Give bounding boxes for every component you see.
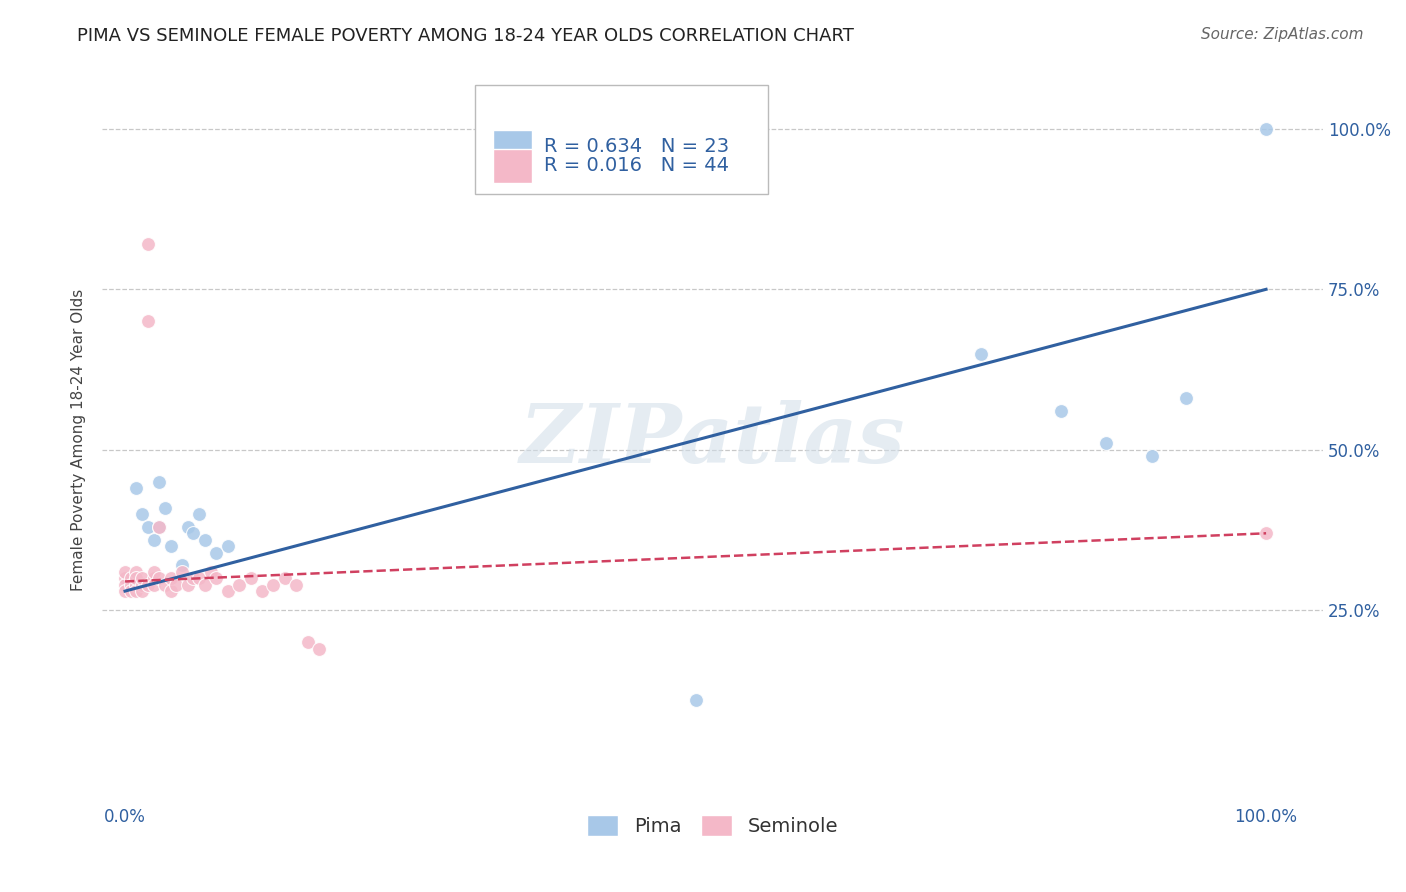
Point bbox=[1140, 449, 1163, 463]
Point bbox=[250, 584, 273, 599]
Point bbox=[114, 577, 136, 591]
Point bbox=[125, 577, 148, 591]
Point bbox=[177, 520, 200, 534]
Point bbox=[148, 520, 170, 534]
Point bbox=[200, 565, 222, 579]
Point bbox=[120, 571, 142, 585]
Text: ZIPatlas: ZIPatlas bbox=[520, 401, 905, 480]
Point bbox=[1254, 526, 1277, 541]
Point bbox=[142, 571, 165, 585]
Point bbox=[262, 577, 284, 591]
Point bbox=[142, 577, 165, 591]
Point bbox=[136, 314, 159, 328]
Point bbox=[159, 571, 181, 585]
Point bbox=[285, 577, 308, 591]
Point bbox=[153, 500, 176, 515]
Point bbox=[1049, 404, 1071, 418]
Point bbox=[125, 481, 148, 495]
Point bbox=[217, 539, 239, 553]
Legend: Pima, Seminole: Pima, Seminole bbox=[579, 807, 846, 844]
Point bbox=[194, 577, 217, 591]
Point bbox=[125, 565, 148, 579]
Point bbox=[194, 533, 217, 547]
Point bbox=[131, 577, 153, 591]
Point bbox=[970, 346, 993, 360]
Point bbox=[1254, 121, 1277, 136]
FancyBboxPatch shape bbox=[475, 85, 768, 194]
Point bbox=[125, 584, 148, 599]
Point bbox=[205, 571, 228, 585]
Point bbox=[131, 571, 153, 585]
Point bbox=[148, 520, 170, 534]
Point bbox=[188, 507, 211, 521]
Point bbox=[120, 577, 142, 591]
Point bbox=[120, 584, 142, 599]
Point bbox=[205, 545, 228, 559]
Point bbox=[177, 577, 200, 591]
Point bbox=[148, 475, 170, 489]
Point bbox=[297, 635, 319, 649]
Point bbox=[159, 539, 181, 553]
Point bbox=[114, 565, 136, 579]
Point bbox=[114, 571, 136, 585]
Point bbox=[159, 584, 181, 599]
Point bbox=[153, 577, 176, 591]
Point bbox=[125, 571, 148, 585]
Point bbox=[125, 571, 148, 585]
Y-axis label: Female Poverty Among 18-24 Year Olds: Female Poverty Among 18-24 Year Olds bbox=[72, 289, 86, 591]
Text: R = 0.016   N = 44: R = 0.016 N = 44 bbox=[544, 156, 730, 176]
Point bbox=[274, 571, 297, 585]
Text: Source: ZipAtlas.com: Source: ZipAtlas.com bbox=[1201, 27, 1364, 42]
Point bbox=[142, 533, 165, 547]
Point bbox=[148, 571, 170, 585]
Point bbox=[131, 507, 153, 521]
Point bbox=[136, 237, 159, 252]
FancyBboxPatch shape bbox=[494, 149, 531, 183]
Point bbox=[1175, 392, 1198, 406]
Point bbox=[188, 571, 211, 585]
Point bbox=[228, 577, 250, 591]
Text: R = 0.634   N = 23: R = 0.634 N = 23 bbox=[544, 136, 730, 156]
Point bbox=[136, 520, 159, 534]
Point bbox=[217, 584, 239, 599]
Point bbox=[172, 558, 194, 573]
Text: PIMA VS SEMINOLE FEMALE POVERTY AMONG 18-24 YEAR OLDS CORRELATION CHART: PIMA VS SEMINOLE FEMALE POVERTY AMONG 18… bbox=[77, 27, 855, 45]
Point bbox=[239, 571, 262, 585]
Point bbox=[308, 641, 330, 656]
Point bbox=[685, 693, 707, 707]
Point bbox=[120, 571, 142, 585]
Point bbox=[136, 577, 159, 591]
Point bbox=[114, 584, 136, 599]
Point bbox=[131, 584, 153, 599]
Point bbox=[183, 571, 205, 585]
FancyBboxPatch shape bbox=[494, 129, 531, 163]
Point bbox=[1095, 436, 1118, 450]
Point bbox=[183, 526, 205, 541]
Point bbox=[172, 565, 194, 579]
Point bbox=[142, 565, 165, 579]
Point bbox=[165, 577, 187, 591]
